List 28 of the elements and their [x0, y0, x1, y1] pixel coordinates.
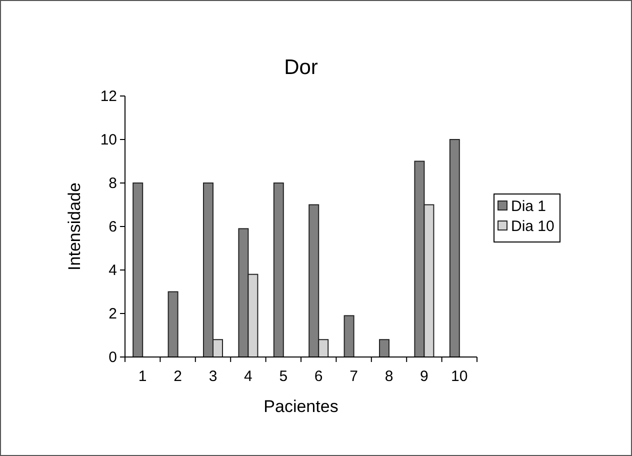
x-tick-label: 10: [451, 368, 468, 385]
x-tick-label: 7: [350, 368, 358, 385]
x-tick-label: 2: [174, 368, 182, 385]
chart-title: Dor: [284, 56, 318, 79]
bar: [168, 291, 178, 358]
y-tick-label: 4: [108, 262, 117, 279]
bar: [273, 182, 284, 358]
x-tick-label: 1: [138, 368, 147, 385]
x-tick-label: 6: [314, 368, 323, 385]
y-tick-label: 8: [108, 174, 117, 192]
bar: [132, 182, 144, 358]
x-tick-label: 4: [244, 368, 252, 385]
x-tick-label: 8: [384, 368, 394, 385]
y-axis-title: Intensidade: [65, 182, 84, 270]
legend-label: Dia 10: [511, 218, 554, 235]
bar: [344, 315, 354, 358]
y-tick-label: 6: [108, 218, 117, 236]
y-tick-label: 0: [108, 348, 117, 366]
bar: [449, 139, 460, 358]
bar: [379, 339, 390, 358]
legend-label: Dia 1: [511, 198, 546, 215]
y-tick-label: 10: [100, 131, 117, 148]
x-tick-label: 3: [208, 368, 218, 385]
x-tick-label: 9: [420, 368, 428, 385]
x-tick-label: 5: [279, 368, 288, 385]
x-axis-title: Pacientes: [264, 397, 338, 416]
y-tick-label: 12: [100, 88, 117, 105]
y-tick-label: 2: [108, 305, 117, 322]
